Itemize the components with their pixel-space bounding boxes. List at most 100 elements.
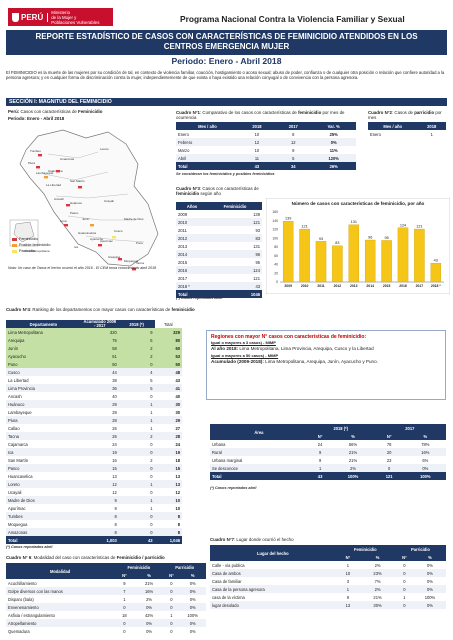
chart-bar bbox=[381, 240, 392, 283]
bar-chart-svg: Número de casos con características de f… bbox=[265, 197, 451, 295]
regions-summary: Regiones con mayor N° casos con caracter… bbox=[206, 330, 446, 400]
map-case-marker bbox=[78, 186, 82, 189]
chart-bar bbox=[364, 239, 376, 283]
x-tick-label: 2012 bbox=[334, 284, 342, 288]
q4-title: Cuadro N°4: Ranking de los departamentos… bbox=[6, 307, 195, 312]
q3-table: Años Feminicidio 2009 139 2010 121 2011 93 2012… bbox=[176, 202, 262, 298]
x-tick-label: 2009 bbox=[284, 284, 292, 288]
chart-bar bbox=[397, 227, 409, 283]
chart-data-label: 121 bbox=[416, 225, 422, 229]
chart-data-label: 96 bbox=[368, 236, 372, 240]
map-region-label: Apurímac bbox=[100, 239, 113, 243]
y-tick-label: 60 bbox=[274, 254, 278, 258]
bar-chart: Número de casos con características de f… bbox=[265, 197, 451, 295]
map-region-label: Huancavelica bbox=[78, 231, 96, 235]
map-region-label: Tacna bbox=[136, 261, 144, 265]
q3-note: (*) Casos reportados abril bbox=[176, 296, 223, 300]
chart-bar bbox=[332, 245, 343, 283]
table-total: Total 1046 bbox=[176, 290, 262, 298]
table-row: Madre de Dios 9 1 10 bbox=[6, 496, 182, 505]
chart-bar bbox=[414, 228, 425, 283]
table-row: Urbana 24 56% 78 78% bbox=[212, 441, 430, 447]
table-row: casa de la víctima 9 21% 1 100% bbox=[212, 594, 436, 600]
x-tick-label: 2015 bbox=[383, 284, 391, 288]
table-row: Ucayali 12 0 12 bbox=[8, 489, 180, 495]
chart-bar bbox=[430, 263, 442, 283]
chart-data-label: 83 bbox=[335, 241, 339, 245]
map-case-marker bbox=[44, 176, 48, 179]
table-row: 2013 131 bbox=[178, 243, 260, 249]
chart-data-label: 131 bbox=[351, 220, 357, 224]
chart-data-label: 95 bbox=[384, 236, 388, 240]
table-row: 2012 83 bbox=[176, 234, 262, 242]
map-region-label: La Libertad bbox=[46, 183, 61, 187]
table-row: lugar desolado 13 30% 0 0% bbox=[210, 601, 446, 609]
y-tick-label: 20 bbox=[274, 271, 278, 275]
table-row: Urbana marginal 9 21% 23 6% bbox=[212, 457, 429, 463]
y-tick-label: 0 bbox=[276, 280, 278, 284]
chart-data-label: 139 bbox=[285, 217, 291, 221]
map-region-label: Huánuco bbox=[70, 201, 82, 205]
table-row: Arequipa 75 5 80 bbox=[6, 336, 182, 345]
table-row: Quemadura 0 0% 0 0% bbox=[8, 628, 196, 634]
q3-title: Cuadro N°3: Casos con características de… bbox=[176, 186, 259, 197]
map-case-marker bbox=[98, 244, 102, 247]
table-row: Marzo 10 9 11% bbox=[178, 147, 338, 153]
map-region-label: Tumbes bbox=[30, 149, 41, 153]
table-row: Enero 1 bbox=[370, 131, 433, 137]
table-row: Calle - vía publica 1 2% 0 0% bbox=[212, 562, 433, 568]
table-row: Disparo (bala) 1 2% 0 0% bbox=[8, 596, 196, 602]
table-row: 2014 96 bbox=[176, 250, 262, 258]
table-row: 2011 93 bbox=[178, 227, 260, 233]
table-row: Puno 50 0 50 bbox=[6, 360, 182, 369]
y-tick-label: 40 bbox=[274, 263, 278, 267]
map-region-label: Moquegua bbox=[124, 259, 139, 263]
table-row: 2010 121 bbox=[176, 218, 262, 226]
definition-text: El FEMINICIDIO es la muerte de las mujer… bbox=[6, 70, 445, 81]
table-row: Moquegua 8 0 8 bbox=[8, 521, 180, 527]
chart-data-label: 93 bbox=[319, 237, 323, 241]
table-row: Ayacucho 51 2 53 bbox=[6, 352, 182, 361]
table-row: Golpe diversos con las manos 7 16% 0 0% bbox=[6, 587, 206, 595]
section-title: SECCIÓN I: MAGNITUD DEL FEMINICIDIO bbox=[6, 98, 447, 106]
table-row: Se desconoce 1 2% 0 0% bbox=[210, 464, 446, 472]
table-row: Loreto 12 1 13 bbox=[6, 480, 182, 489]
table-row: 2018 * 43 bbox=[176, 282, 262, 290]
table-row: Tacna 26 2 28 bbox=[6, 432, 182, 441]
map-case-marker bbox=[66, 204, 70, 207]
map-region-label: Pasco bbox=[70, 211, 79, 215]
table-row: Enero 10 8 25% bbox=[178, 131, 338, 137]
chart-bar bbox=[348, 224, 360, 283]
table-row: Casa de familiar 3 7% 0 0% bbox=[212, 578, 433, 584]
chart-bar bbox=[315, 241, 327, 283]
y-tick-label: 100 bbox=[272, 236, 278, 240]
table-row: Ancash 40 0 40 bbox=[8, 393, 180, 399]
table-row: Atropellamiento 0 0% 0 0% bbox=[6, 619, 206, 627]
x-tick-label: 2011 bbox=[317, 284, 324, 288]
map-case-marker bbox=[132, 268, 136, 271]
table-row: 2017 121 bbox=[178, 275, 260, 281]
peru-mark: PERÚ bbox=[8, 12, 49, 22]
table-row: Lambayeque 29 1 30 bbox=[8, 409, 180, 415]
y-tick-label: 160 bbox=[272, 210, 278, 214]
chart-title: Número de casos con características de f… bbox=[292, 201, 425, 206]
chart-bar bbox=[282, 221, 294, 283]
q5-note: (*) Casos reportados abril bbox=[210, 486, 257, 490]
program-name: Programa Nacional Contra la Violencia Fa… bbox=[180, 14, 405, 24]
q4-table: Departamento Acumulado 2009 - 2017 2018 … bbox=[6, 319, 182, 545]
table-row: Lima Metropolitana 320 9 329 bbox=[6, 328, 182, 337]
table-row: Cajamarca 24 0 24 bbox=[8, 441, 180, 447]
q1-title: Cuadro N°1: Comparativo de los casos con… bbox=[176, 110, 345, 121]
q2-table: Mes / año 2018 Enero 1 bbox=[368, 122, 446, 138]
map-region-label: San Martín bbox=[70, 179, 85, 183]
table-row: 2016 124 bbox=[176, 266, 262, 274]
map-region-label: Ica bbox=[74, 245, 78, 249]
map-region-label: Madre de Dios bbox=[124, 217, 144, 221]
table-row: Febrero 12 12 0% bbox=[176, 138, 356, 146]
table-row: Cusco 44 4 48 bbox=[6, 368, 182, 377]
ministry-name: Ministerio de la Mujer y Poblaciones Vul… bbox=[51, 9, 100, 25]
table-row: San Martín 16 2 18 bbox=[8, 457, 180, 463]
legend-item: Feminicidio bbox=[12, 236, 62, 242]
map-case-marker bbox=[36, 166, 40, 169]
table-row: Lima Provincia 36 5 41 bbox=[6, 384, 182, 393]
